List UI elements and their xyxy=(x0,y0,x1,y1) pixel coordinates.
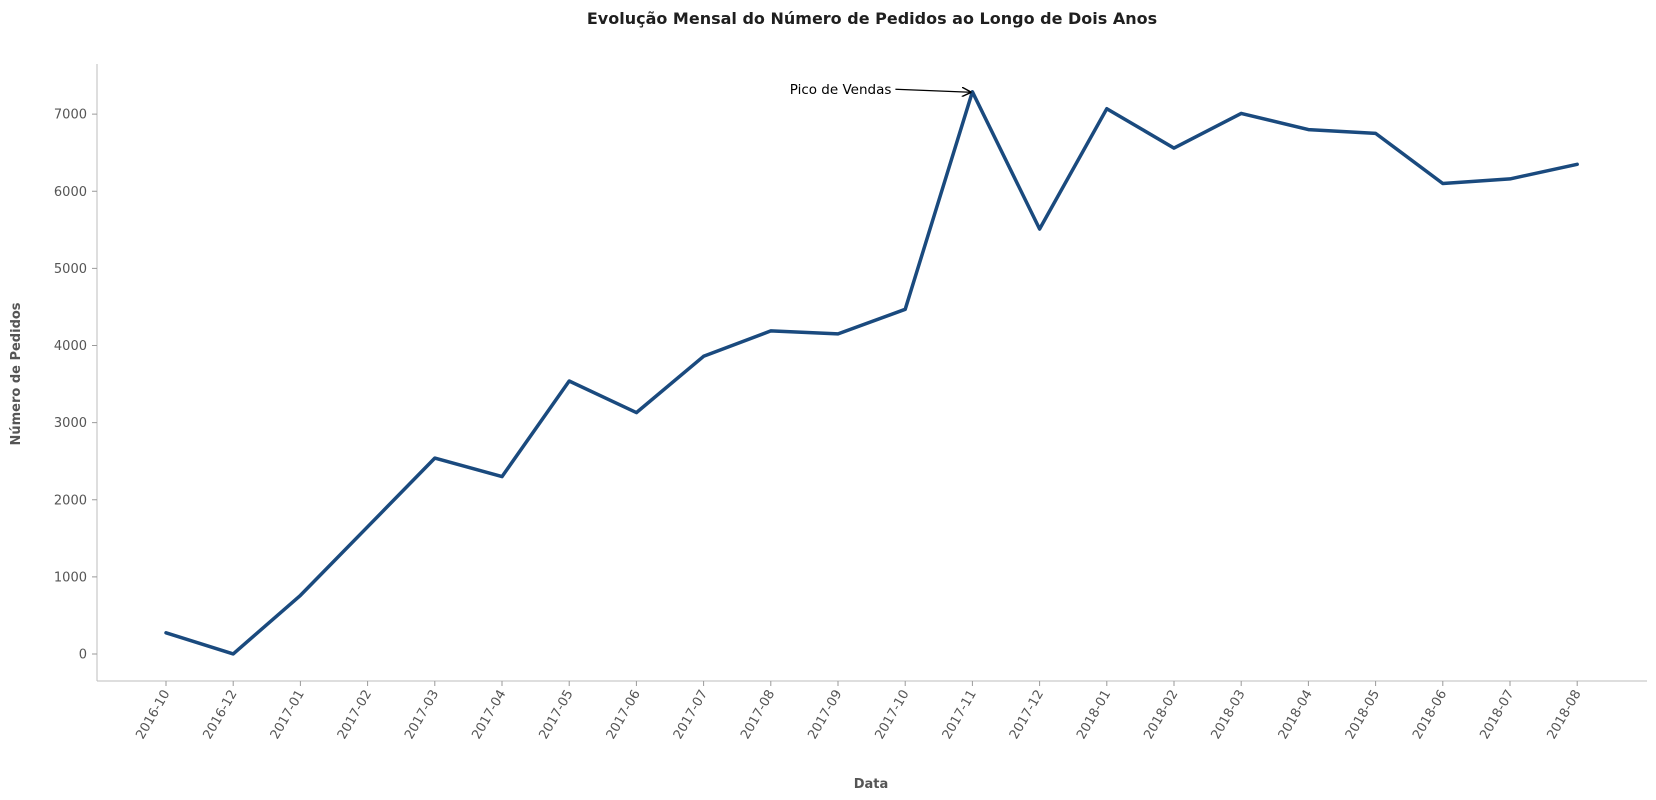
x-tick-label: 2017-11 xyxy=(940,688,980,743)
y-tick-label: 4000 xyxy=(54,339,87,354)
x-tick-label: 2018-03 xyxy=(1209,688,1249,743)
x-tick-label: 2018-01 xyxy=(1074,688,1114,743)
x-tick-label: 2017-10 xyxy=(873,688,913,743)
y-tick-label: 0 xyxy=(79,648,87,663)
x-tick-label: 2018-06 xyxy=(1410,688,1450,743)
x-tick-label: 2017-04 xyxy=(469,688,509,743)
series-line xyxy=(164,90,1579,656)
y-axis-label: Número de Pedidos xyxy=(9,302,24,445)
x-tick-label: 2017-09 xyxy=(805,688,845,743)
y-axis-ticks: 0 1000 2000 3000 4000 5000 6000 7000 xyxy=(54,108,97,663)
x-axis-ticks: 2016-10 2016-12 2017-01 2017-02 2017-03 2017-… xyxy=(133,681,1585,743)
x-tick-label: 2016-10 xyxy=(133,688,173,743)
y-tick-label: 2000 xyxy=(54,493,87,508)
annotation-text: Pico de Vendas xyxy=(790,82,892,98)
x-tick-label: 2016-12 xyxy=(201,688,241,743)
x-tick-label: 2018-07 xyxy=(1477,688,1517,743)
x-tick-label: 2018-08 xyxy=(1545,688,1585,743)
x-tick-label: 2017-03 xyxy=(402,688,442,743)
y-tick-label: 5000 xyxy=(54,262,87,277)
x-tick-label: 2017-12 xyxy=(1007,688,1047,743)
x-tick-label: 2017-06 xyxy=(604,688,644,743)
peak-annotation: Pico de Vendas xyxy=(790,82,971,98)
x-tick-label: 2017-08 xyxy=(738,688,778,743)
x-tick-label: 2018-04 xyxy=(1276,688,1316,743)
annotation-arrow xyxy=(895,89,970,92)
x-tick-label: 2017-07 xyxy=(671,688,711,743)
chart-title: Evolução Mensal do Número de Pedidos ao … xyxy=(587,9,1157,28)
x-tick-label: 2018-05 xyxy=(1343,688,1383,743)
y-tick-label: 6000 xyxy=(54,185,87,200)
x-tick-label: 2017-02 xyxy=(335,688,375,743)
y-tick-label: 1000 xyxy=(54,570,87,585)
y-tick-label: 3000 xyxy=(54,416,87,431)
x-tick-label: 2018-02 xyxy=(1141,688,1181,743)
x-tick-label: 2017-01 xyxy=(268,688,308,743)
x-axis-label: Data xyxy=(854,777,889,792)
x-tick-label: 2017-05 xyxy=(537,688,577,743)
y-tick-label: 7000 xyxy=(54,108,87,123)
